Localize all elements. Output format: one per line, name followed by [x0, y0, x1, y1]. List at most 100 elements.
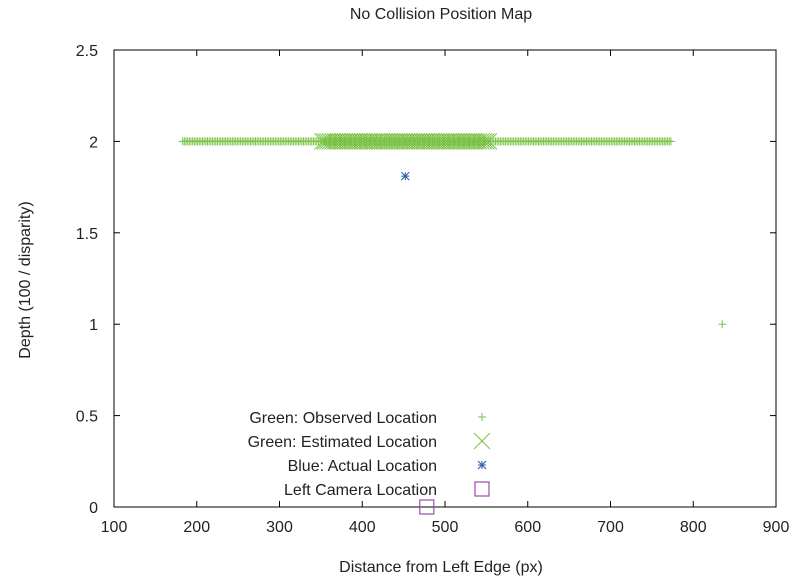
data-point [448, 133, 465, 150]
data-point [326, 133, 344, 150]
data-point [418, 133, 436, 150]
plot-area: 100 200 300 400 500 600 700 800 900 0 0.5 1 1.5 2 2.5 [76, 43, 790, 536]
data-point [445, 133, 463, 150]
data-point [393, 133, 411, 150]
data-point [463, 133, 480, 150]
legend-symbol [473, 432, 491, 450]
data-point [480, 133, 498, 150]
data-point [408, 133, 426, 150]
data-point [329, 133, 346, 150]
data-point [460, 133, 478, 150]
plot-frame [113, 49, 777, 508]
data-point [478, 133, 495, 150]
data-points [178, 133, 727, 515]
data-point [376, 133, 393, 150]
legend-symbol [478, 413, 486, 421]
data-point [666, 137, 675, 146]
data-point [401, 133, 418, 150]
legend: Green: Observed Location Green: Estimated… [248, 410, 491, 499]
data-point [368, 133, 386, 150]
legend-label: Green: Observed Location [249, 410, 437, 427]
data-point [428, 133, 446, 150]
x-tick-label: 500 [432, 519, 459, 536]
data-point [398, 133, 416, 150]
data-point [358, 133, 376, 150]
x-tick-label: 700 [597, 519, 624, 536]
data-point [403, 133, 421, 150]
data-point [453, 133, 470, 150]
data-point [410, 133, 428, 150]
data-point [465, 133, 483, 150]
legend-symbol [477, 460, 487, 470]
data-point [475, 133, 493, 150]
data-point [438, 133, 456, 150]
data-point [413, 133, 431, 150]
data-point [423, 133, 441, 150]
data-point [353, 133, 371, 150]
x-tick-label: 600 [514, 519, 541, 536]
data-point [381, 133, 398, 150]
data-point [336, 133, 354, 150]
y-tick-label: 2.5 [76, 43, 98, 60]
data-point [371, 133, 388, 150]
data-point [383, 133, 401, 150]
data-point [351, 133, 369, 150]
data-point [363, 133, 381, 150]
data-point [473, 133, 490, 150]
data-point [455, 133, 473, 150]
data-point [443, 133, 460, 150]
data-point [433, 133, 451, 150]
data-point [468, 133, 485, 150]
data-point [420, 133, 438, 150]
data-point [324, 133, 341, 150]
y-tick-label: 1 [89, 317, 98, 334]
series-x [314, 133, 498, 150]
data-point [386, 133, 403, 150]
data-point [361, 133, 379, 150]
data-point [415, 133, 433, 150]
series-star [400, 171, 410, 181]
data-point [331, 133, 349, 150]
legend-symbol [474, 481, 490, 497]
data-point [339, 133, 356, 150]
legend-label: Left Camera Location [284, 482, 437, 499]
data-point [406, 133, 423, 150]
x-tick-label: 100 [101, 519, 128, 536]
data-point [334, 133, 351, 150]
data-point [346, 133, 364, 150]
data-point [400, 171, 410, 181]
data-point [470, 133, 488, 150]
x-tick-label: 900 [763, 519, 790, 536]
y-tick-label: 2 [89, 134, 98, 151]
series-plus [178, 137, 727, 329]
data-point [458, 133, 475, 150]
data-point [314, 133, 331, 150]
x-tick-label: 200 [183, 519, 210, 536]
legend-label: Green: Estimated Location [248, 434, 437, 451]
data-point [316, 133, 334, 150]
data-point [718, 320, 727, 329]
data-point [435, 133, 453, 150]
y-tick-label: 0.5 [76, 409, 98, 426]
series-square [419, 499, 435, 515]
y-axis-title: Depth (100 / disparity) [17, 201, 34, 358]
data-point [419, 499, 435, 515]
x-tick-label: 300 [266, 519, 293, 536]
data-point [450, 133, 468, 150]
legend-label: Blue: Actual Location [288, 458, 437, 475]
data-point [343, 133, 361, 150]
chart-title: No Collision Position Map [350, 6, 532, 23]
data-point [366, 133, 384, 150]
data-point [425, 133, 443, 150]
data-point [319, 133, 336, 150]
data-point [348, 133, 366, 150]
y-tick-label: 1.5 [76, 226, 98, 243]
data-point [430, 133, 448, 150]
data-point [341, 133, 359, 150]
data-point [391, 133, 408, 150]
x-tick-label: 400 [349, 519, 376, 536]
data-point [388, 133, 406, 150]
data-point [356, 133, 374, 150]
